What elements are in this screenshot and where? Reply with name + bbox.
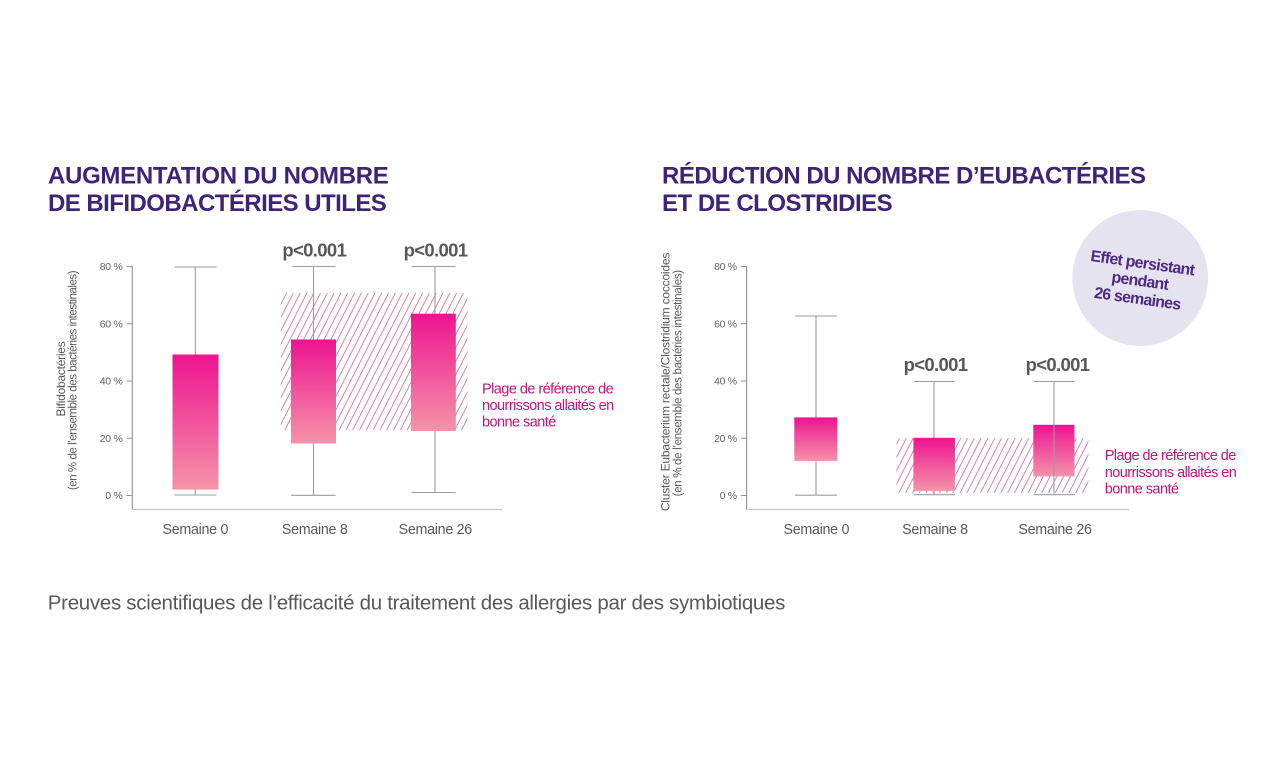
- svg-text:Semaine 26: Semaine 26: [1018, 522, 1092, 538]
- svg-text:60 %: 60 %: [714, 318, 737, 330]
- svg-text:Preuves scientifiques de l’eff: Preuves scientifiques de l’efficacité du…: [48, 591, 785, 614]
- svg-text:Semaine 0: Semaine 0: [783, 522, 849, 538]
- svg-text:40 %: 40 %: [100, 376, 123, 388]
- svg-text:Semaine 8: Semaine 8: [902, 522, 968, 538]
- svg-text:80 %: 80 %: [714, 261, 737, 273]
- svg-text:p<0.001: p<0.001: [904, 354, 968, 375]
- svg-text:AUGMENTATION DU NOMBRE: AUGMENTATION DU NOMBRE: [48, 163, 389, 190]
- svg-text:0 %: 0 %: [105, 490, 122, 502]
- svg-text:Semaine 26: Semaine 26: [399, 522, 473, 538]
- svg-text:Semaine 8: Semaine 8: [282, 522, 348, 538]
- svg-text:20 %: 20 %: [714, 433, 737, 445]
- svg-text:RÉDUCTION DU NOMBRE D’EUBACTÉR: RÉDUCTION DU NOMBRE D’EUBACTÉRIES: [662, 162, 1146, 190]
- svg-text:Cluster Eubacterium rectale/Cl: Cluster Eubacterium rectale/Clostridium …: [659, 253, 673, 512]
- svg-text:(en % de l’ensemble des bactér: (en % de l’ensemble des bactéries intest…: [673, 270, 685, 497]
- svg-text:DE BIFIDOBACTÉRIES UTILES: DE BIFIDOBACTÉRIES UTILES: [48, 189, 387, 217]
- svg-text:(en % de l’ensemble des bactér: (en % de l’ensemble des bactéries intest…: [68, 270, 80, 490]
- svg-text:ET DE CLOSTRIDIES: ET DE CLOSTRIDIES: [662, 190, 893, 217]
- svg-text:40 %: 40 %: [714, 376, 737, 388]
- svg-text:Bifidobactéries: Bifidobactéries: [54, 341, 68, 416]
- svg-text:0 %: 0 %: [720, 490, 737, 502]
- svg-text:20 %: 20 %: [100, 433, 123, 445]
- svg-text:p<0.001: p<0.001: [1026, 354, 1090, 375]
- svg-text:Semaine 0: Semaine 0: [162, 522, 228, 538]
- svg-text:60 %: 60 %: [100, 318, 123, 330]
- svg-text:p<0.001: p<0.001: [282, 240, 346, 261]
- svg-text:Plage de référence de: Plage de référence de: [482, 382, 614, 398]
- svg-text:nourrissons allaités en: nourrissons allaités en: [1105, 465, 1237, 481]
- svg-text:bonne santé: bonne santé: [482, 415, 556, 431]
- svg-text:nourrissons allaités en: nourrissons allaités en: [482, 398, 614, 414]
- svg-text:Plage de référence de: Plage de référence de: [1105, 448, 1237, 464]
- svg-text:bonne santé: bonne santé: [1105, 481, 1179, 497]
- svg-text:80 %: 80 %: [100, 261, 123, 273]
- svg-text:p<0.001: p<0.001: [404, 240, 468, 261]
